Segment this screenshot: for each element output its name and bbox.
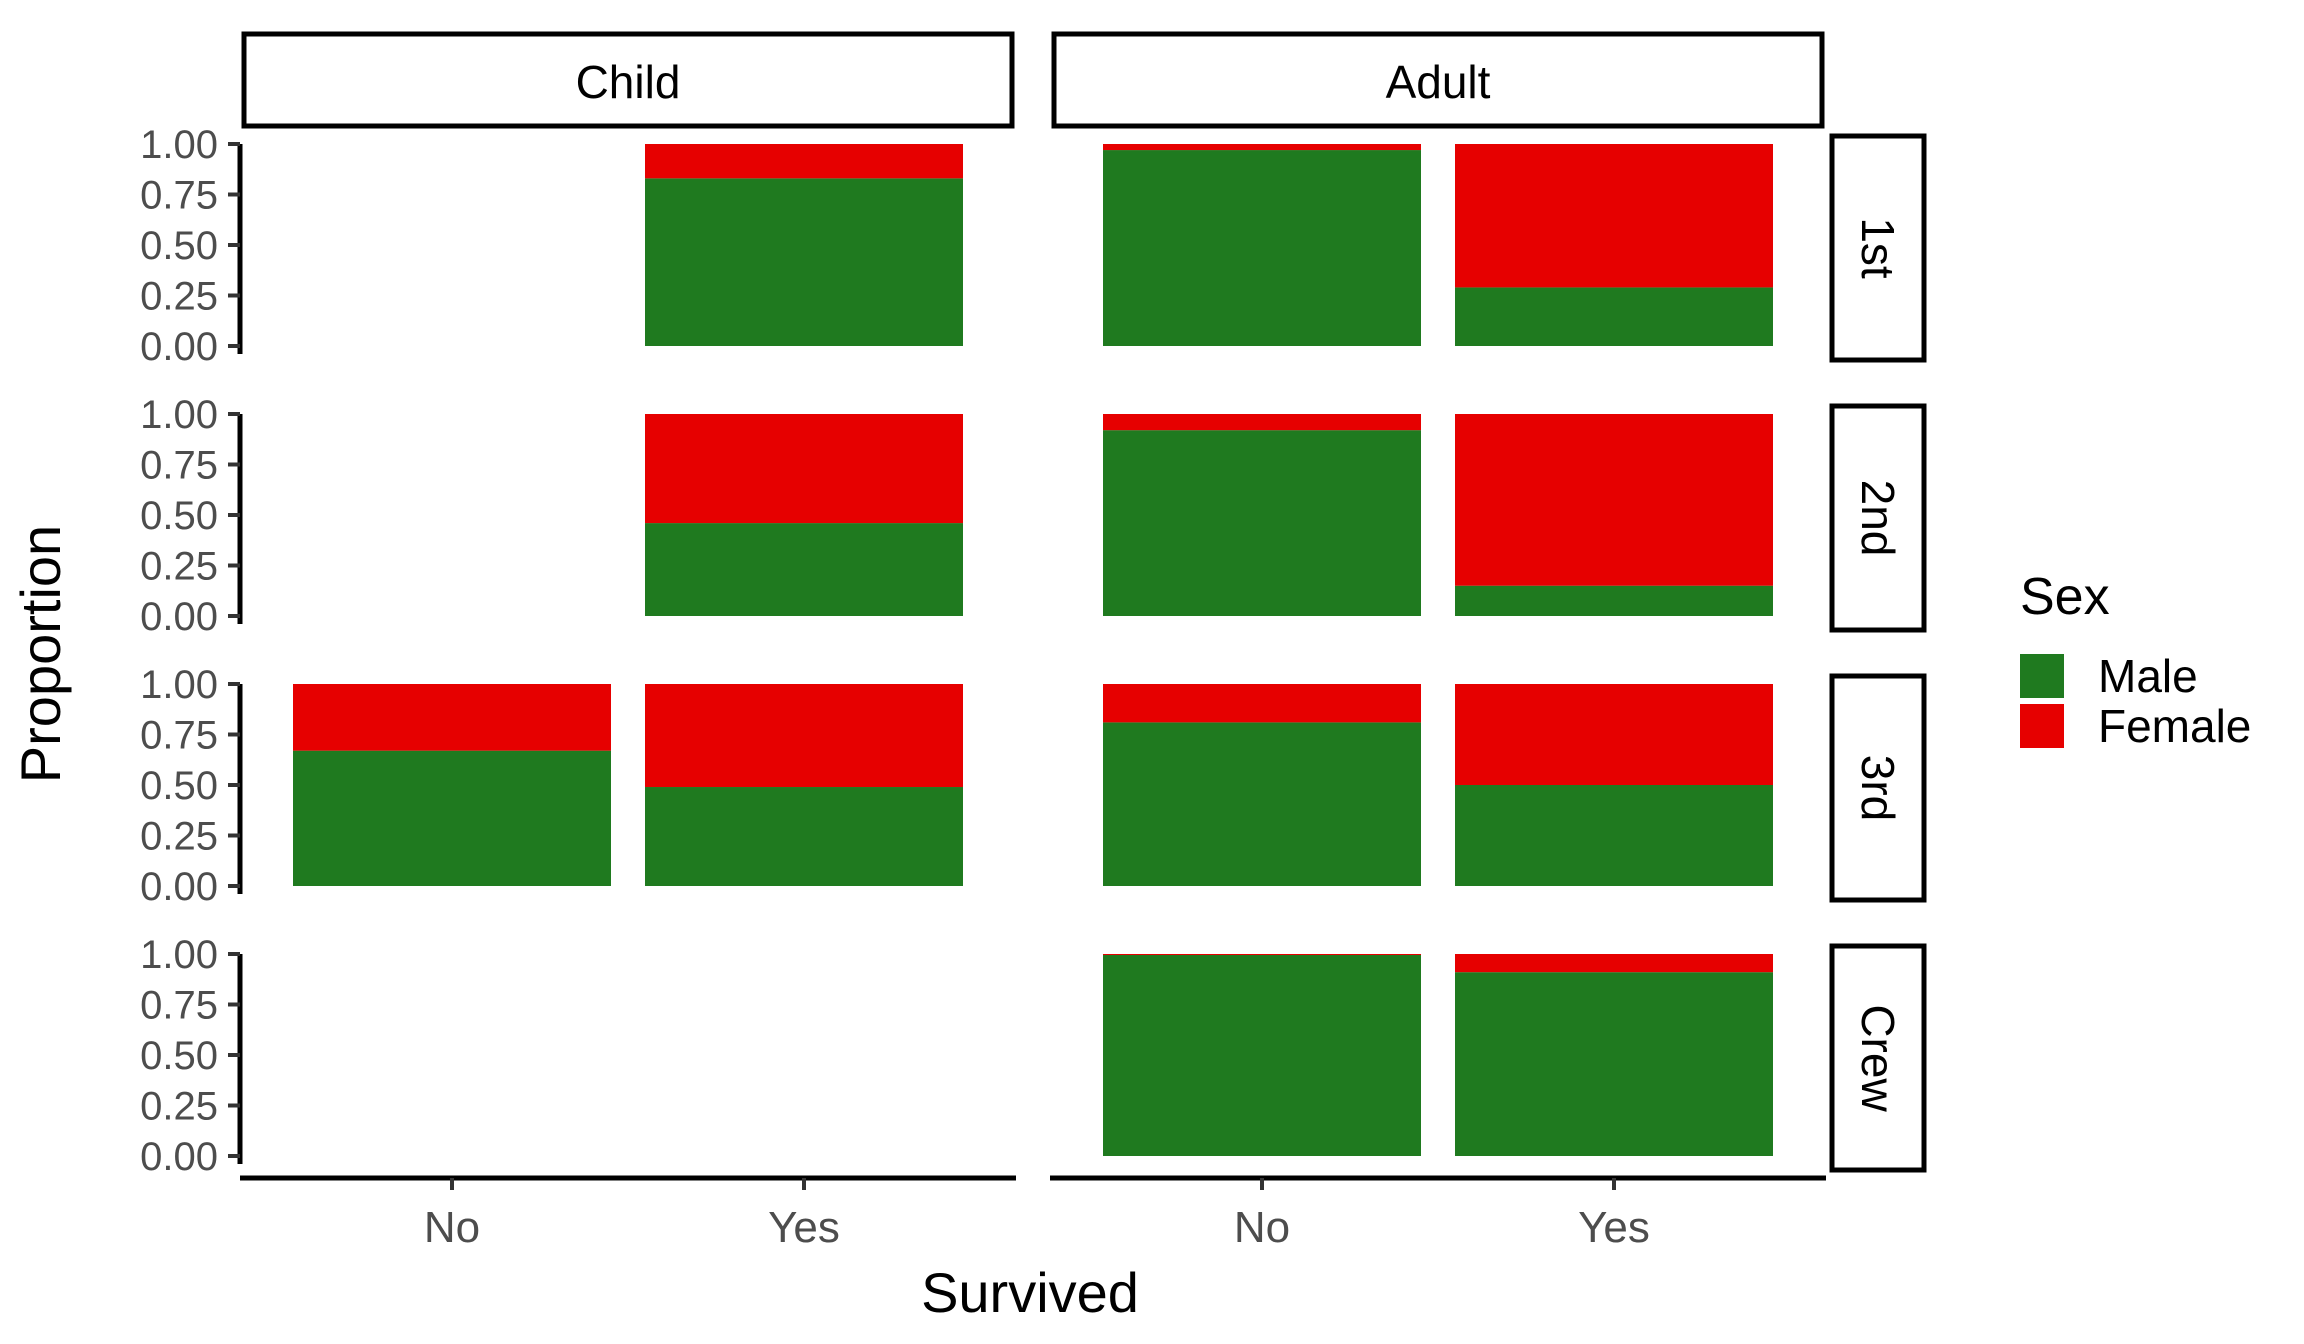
- strip-row-crew: [1829, 943, 1927, 1173]
- y-tick-label: 0.00: [140, 325, 218, 369]
- bar-female-1st-child-yes: [645, 144, 963, 179]
- bar-female-1st-adult-yes: [1455, 144, 1773, 288]
- bar-male-3rd-adult-no: [1103, 722, 1421, 886]
- strip-row-1st: [1829, 133, 1927, 363]
- y-tick-label: 0.75: [140, 444, 218, 488]
- strip-row-label-2nd: 2nd: [1852, 480, 1904, 557]
- bar-female-2nd-adult-no: [1103, 414, 1421, 431]
- y-tick-label: 0.50: [140, 1034, 218, 1078]
- strip-row-label-crew: Crew: [1852, 1004, 1904, 1112]
- strip-row-label-3rd: 3rd: [1852, 755, 1904, 821]
- bar-male-3rd-child-yes: [645, 787, 963, 886]
- strip-col-child: [241, 31, 1015, 129]
- strip-row-label-1st: 1st: [1852, 217, 1904, 279]
- bar-female-3rd-child-no: [293, 684, 611, 751]
- bar-female-1st-adult-no: [1103, 144, 1421, 151]
- bar-male-1st-child-yes: [645, 178, 963, 346]
- y-tick-label: 1.00: [140, 663, 218, 707]
- bar-male-crew-adult-yes: [1455, 972, 1773, 1156]
- y-tick-label: 0.25: [140, 275, 218, 319]
- bar-female-crew-adult-yes: [1455, 954, 1773, 973]
- y-tick-label: 0.25: [140, 1085, 218, 1129]
- bar-male-2nd-adult-yes: [1455, 585, 1773, 616]
- y-tick-label: 0.75: [140, 984, 218, 1028]
- bar-female-3rd-child-yes: [645, 684, 963, 788]
- y-tick-label: 0.00: [140, 865, 218, 909]
- bar-male-crew-adult-no: [1103, 955, 1421, 1156]
- bar-male-2nd-adult-no: [1103, 430, 1421, 616]
- y-tick-label: 0.75: [140, 714, 218, 758]
- legend-label-male: Male: [2098, 650, 2198, 702]
- y-tick-label: 0.50: [140, 224, 218, 268]
- y-tick-label: 0.00: [140, 595, 218, 639]
- panels-layer: Child Adult 1st 2nd 3rd Crew 0.00 0.25 0.50 0.75 1…: [140, 31, 1927, 1252]
- y-tick-label: 1.00: [140, 393, 218, 437]
- y-tick-label: 0.00: [140, 1135, 218, 1179]
- y-tick-label: 0.75: [140, 174, 218, 218]
- bar-female-2nd-adult-yes: [1455, 414, 1773, 586]
- strip-col-label-adult: Adult: [1386, 56, 1491, 108]
- bar-male-2nd-child-yes: [645, 523, 963, 616]
- strip-row-2nd: [1829, 403, 1927, 633]
- y-tick-label: 1.00: [140, 123, 218, 167]
- bar-male-3rd-child-no: [293, 750, 611, 886]
- bar-female-3rd-adult-no: [1103, 684, 1421, 723]
- legend-key-female: [2020, 704, 2064, 748]
- y-tick-label: 0.50: [140, 494, 218, 538]
- x-tick-label: Yes: [1578, 1203, 1650, 1252]
- legend-label-female: Female: [2098, 700, 2251, 752]
- bar-male-1st-adult-yes: [1455, 287, 1773, 346]
- y-tick-label: 1.00: [140, 933, 218, 977]
- bar-female-3rd-adult-yes: [1455, 684, 1773, 785]
- strip-col-label-child: Child: [576, 56, 681, 108]
- legend-title: Sex: [2020, 568, 2110, 626]
- strip-col-adult: [1051, 31, 1825, 129]
- bar-female-crew-adult-no: [1103, 954, 1421, 956]
- x-axis-title: Survived: [921, 1261, 1139, 1324]
- bar-male-1st-adult-no: [1103, 150, 1421, 346]
- legend-key-male: [2020, 654, 2064, 698]
- x-tick-label: No: [424, 1203, 480, 1252]
- bar-female-2nd-child-yes: [645, 414, 963, 524]
- strip-row-3rd: [1829, 673, 1927, 903]
- y-tick-label: 0.25: [140, 545, 218, 589]
- legend: Sex Male Female: [2020, 568, 2251, 752]
- bar-male-3rd-adult-yes: [1455, 785, 1773, 886]
- y-tick-label: 0.50: [140, 764, 218, 808]
- y-tick-label: 0.25: [140, 815, 218, 859]
- x-tick-label: No: [1234, 1203, 1290, 1252]
- x-tick-label: Yes: [768, 1203, 840, 1252]
- y-axis-title: Proportion: [9, 525, 72, 783]
